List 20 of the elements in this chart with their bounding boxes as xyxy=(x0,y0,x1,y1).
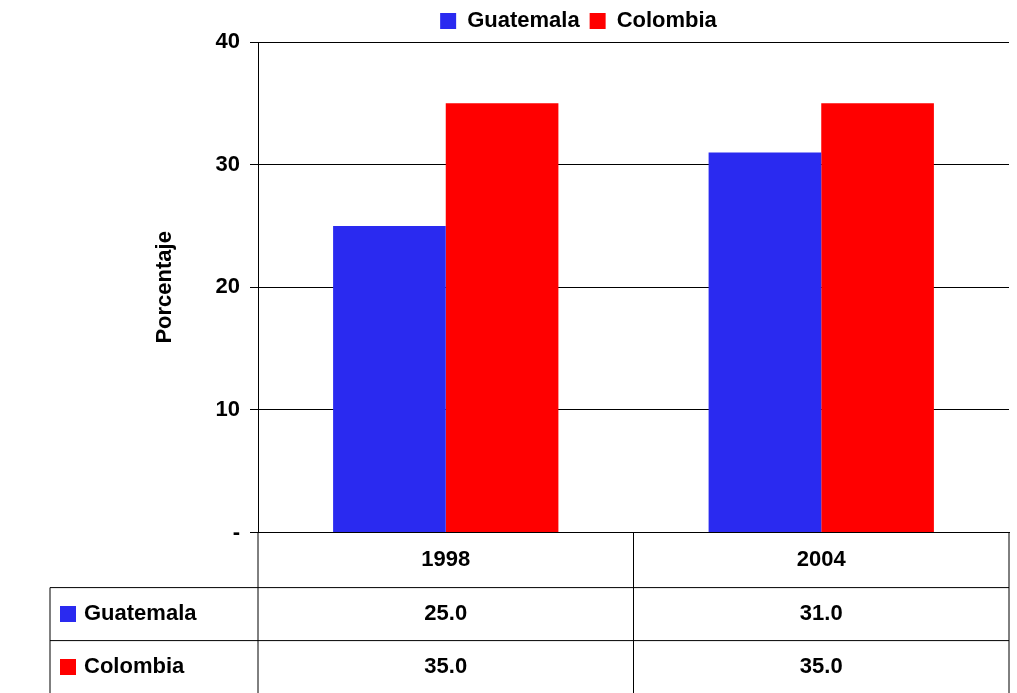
bar xyxy=(445,103,559,533)
text: Guatemala xyxy=(84,600,197,626)
data-label: 31.0 xyxy=(799,600,843,626)
x-tick-label: 1998 xyxy=(421,545,471,571)
data-label: 35.0 xyxy=(799,653,843,679)
y-axis-title: Porcentaje xyxy=(151,231,177,344)
y-tick-label: 10 xyxy=(215,396,240,422)
bar xyxy=(821,103,934,533)
legend-label: Colombia xyxy=(616,7,718,33)
data-label: 25.0 xyxy=(424,600,468,626)
text: Colombia xyxy=(84,653,185,679)
data-label: 35.0 xyxy=(424,653,468,679)
bar xyxy=(708,152,822,533)
x-tick-label: 2004 xyxy=(796,545,847,571)
y-tick-label: 40 xyxy=(215,28,240,54)
y-tick-label: 20 xyxy=(215,273,240,299)
y-tick-label: 30 xyxy=(215,150,240,176)
legend-label: Guatemala xyxy=(467,7,581,33)
bar xyxy=(333,225,446,533)
y-tick-label: - xyxy=(232,518,240,544)
